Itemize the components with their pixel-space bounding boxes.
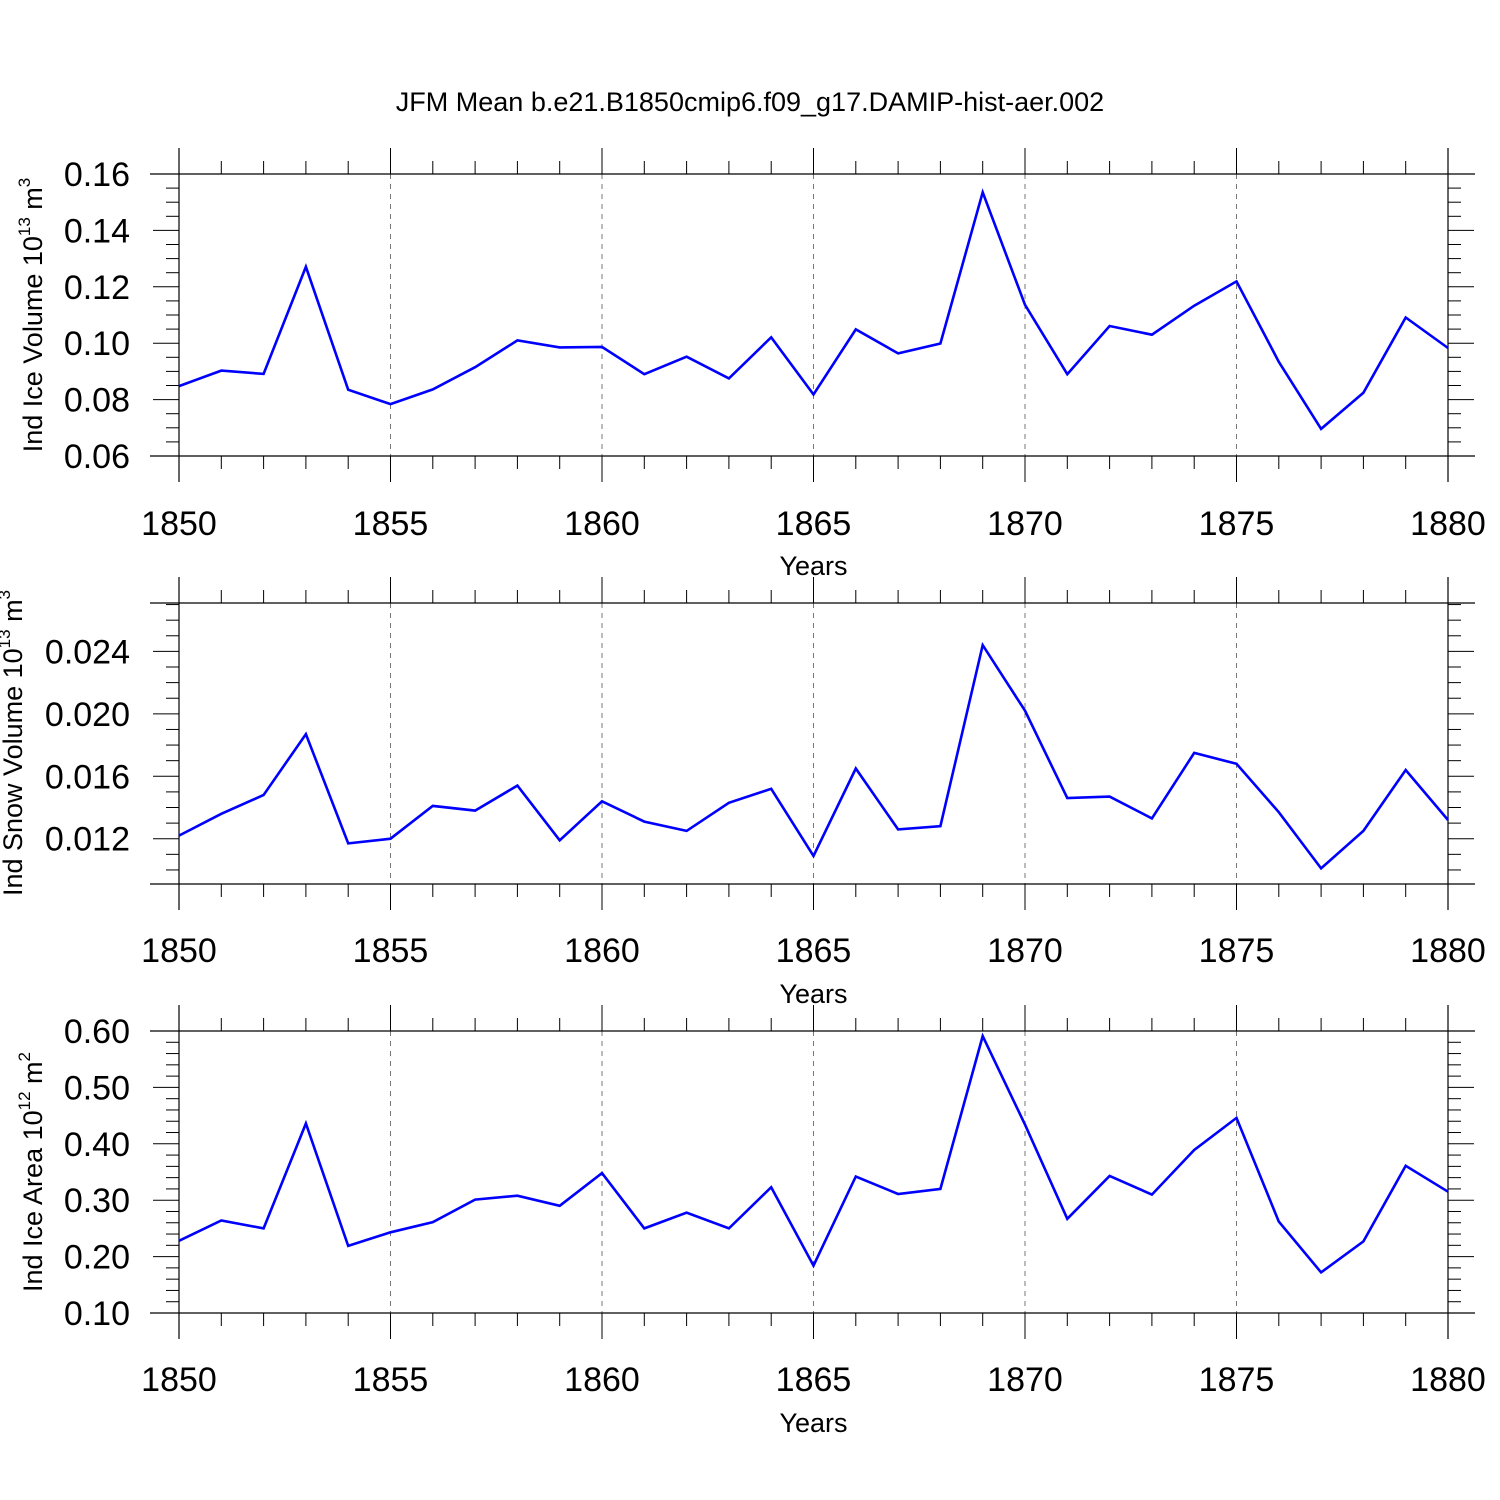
panel-snow-volume: 1850 1855 1860 1865 1870 1875 1880 Years 0.012 0.… (0, 577, 1486, 1009)
panel-1-y-tick-label: 0.016 (45, 758, 130, 796)
panel-0-y-tick-label: 0.08 (64, 382, 130, 420)
panel-0-y-tick-label: 0.06 (64, 438, 130, 476)
panel-1-series-line (178, 641, 1449, 871)
panel-ice-area: 1850 1855 1860 1865 1870 1875 1880 Years 0.10 0.2… (15, 1005, 1486, 1438)
panel-1-x-tick-label: 1880 (1410, 932, 1486, 970)
panel-0-x-tick-label: 1855 (353, 505, 429, 543)
panel-2-x-tick-label: 1860 (564, 1361, 640, 1399)
panel-2-y-tick-label: 0.10 (64, 1295, 130, 1333)
panel-1-y-tick-label: 0.020 (45, 696, 130, 734)
panel-2-x-tick-label: 1880 (1410, 1361, 1486, 1399)
panel-ice-volume: 1850 1855 1860 1865 1870 1875 1880 Years 0.06 0.0… (15, 148, 1486, 581)
panel-1-x-tick-label: 1870 (987, 932, 1063, 970)
panel-0-x-tick-label: 1870 (987, 505, 1063, 543)
panel-2-x-axis-label: Years (779, 1408, 847, 1438)
panel-2-x-tick-label: 1870 (987, 1361, 1063, 1399)
panel-1-x-tick-label: 1865 (776, 932, 852, 970)
panel-0-x-tick-label: 1850 (141, 505, 217, 543)
panel-0-series-line (178, 188, 1449, 431)
panel-2-y-tick-label: 0.40 (64, 1126, 130, 1164)
panel-0-y-tick-label: 0.12 (64, 269, 130, 307)
panel-1-x-tick-label: 1860 (564, 932, 640, 970)
panel-2-x-tick-label: 1850 (141, 1361, 217, 1399)
panel-0-y-axis-label: Ind Ice Volume 1013 m3 (15, 178, 48, 453)
panel-1-x-tick-label: 1875 (1199, 932, 1275, 970)
panel-2-series-line (178, 1032, 1449, 1275)
panel-2-y-axis-label: Ind Ice Area 1012 m2 (15, 1052, 48, 1292)
panel-1-y-tick-label: 0.012 (45, 821, 130, 859)
panel-0-x-tick-label: 1880 (1410, 505, 1486, 543)
panel-1-x-tick-label: 1850 (141, 932, 217, 970)
figure-title: JFM Mean b.e21.B1850cmip6.f09_g17.DAMIP-… (396, 87, 1104, 117)
panel-2-x-tick-label: 1855 (353, 1361, 429, 1399)
panel-2-y-tick-label: 0.20 (64, 1239, 130, 1277)
panel-0-y-tick-label: 0.14 (64, 212, 130, 250)
panel-1-x-axis-label: Years (779, 979, 847, 1009)
panel-2-y-tick-label: 0.60 (64, 1013, 130, 1051)
panel-1-x-tick-label: 1855 (353, 932, 429, 970)
panel-2-x-tick-label: 1865 (776, 1361, 852, 1399)
panel-0-y-tick-label: 0.10 (64, 325, 130, 363)
panel-1-y-tick-label: 0.024 (45, 633, 130, 671)
panel-0-x-tick-label: 1865 (776, 505, 852, 543)
panel-2-x-tick-label: 1875 (1199, 1361, 1275, 1399)
panel-0-x-tick-label: 1875 (1199, 505, 1275, 543)
panel-0-x-axis-label: Years (779, 551, 847, 581)
panel-2-y-tick-label: 0.30 (64, 1182, 130, 1220)
panel-2-y-tick-label: 0.50 (64, 1069, 130, 1107)
panel-0-y-tick-label: 0.16 (64, 156, 130, 194)
panel-1-y-axis-label: Ind Snow Volume 1013 m3 (0, 590, 28, 896)
panel-0-x-tick-label: 1860 (564, 505, 640, 543)
